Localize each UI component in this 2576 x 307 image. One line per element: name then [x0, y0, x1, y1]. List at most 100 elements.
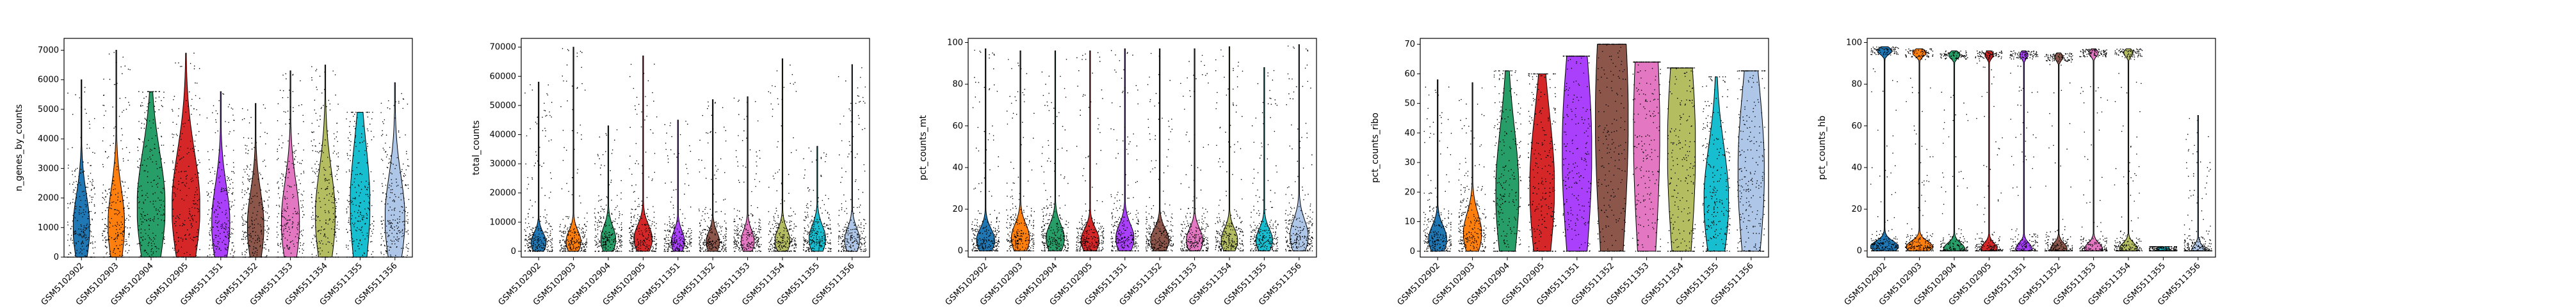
violin-GSM5102902 [67, 79, 96, 258]
violin-body-GSM5102902 [531, 81, 547, 252]
panel-total_counts: 010000200003000040000500006000070000GSM5… [471, 38, 870, 307]
violin-body-GSM5511353 [1633, 61, 1660, 252]
y-tick-label: 7000 [38, 45, 59, 55]
y-tick-label: 1000 [38, 223, 59, 233]
violin-body-GSM5511354 [315, 65, 336, 258]
y-tick-label: 40000 [490, 130, 516, 139]
violin-GSM5511354 [1215, 46, 1244, 252]
violin-body-GSM5511351 [1115, 48, 1135, 251]
violin-GSM5102903 [1006, 51, 1035, 252]
violin-GSM5511351 [663, 120, 692, 252]
violin-body-GSM5102902 [1428, 79, 1447, 252]
y-tick-label: 40 [1404, 129, 1415, 138]
violin-GSM5102902 [971, 48, 1000, 252]
y-tick-label: 5000 [38, 105, 59, 114]
violin-body-GSM5511354 [1220, 46, 1238, 251]
violin-GSM5511352 [2044, 52, 2073, 252]
axes-frame [1420, 38, 1769, 258]
violin-body-GSM5511353 [281, 70, 300, 258]
y-tick-label: 0 [958, 246, 963, 256]
violin-body-GSM5511356 [844, 64, 860, 252]
violin-GSM5511353 [1632, 61, 1661, 252]
points-GSM5511353 [2079, 49, 2109, 252]
violin-GSM5102903 [1905, 48, 1934, 252]
points-GSM5511352 [1145, 52, 1174, 252]
y-tick-label: 50 [1404, 99, 1415, 109]
axes-frame [1867, 38, 2216, 258]
violin-GSM5102904 [1940, 50, 1969, 252]
violin-GSM5511353 [2079, 48, 2109, 252]
violin-body-GSM5102902 [72, 79, 90, 258]
y-tick-label: 0 [1410, 247, 1415, 256]
violin-body-GSM5511352 [2050, 52, 2068, 251]
y-tick-label: 100 [1846, 38, 1862, 48]
points-GSM5511352 [698, 101, 727, 252]
panel-pct_counts_ribo: 010203040506070GSM5102902GSM5102903GSM51… [1370, 38, 1769, 307]
violin-GSM5102902 [1870, 46, 1899, 252]
points-GSM5102905 [629, 63, 658, 252]
violin-body-GSM5511355 [1256, 67, 1273, 251]
violin-GSM5102903 [1458, 82, 1487, 252]
violin-body-GSM5511356 [2191, 115, 2205, 251]
y-tick-label: 6000 [38, 75, 59, 85]
y-tick-label: 20 [1851, 205, 1862, 214]
violin-GSM5511351 [1562, 55, 1592, 252]
y-axis-label: n_genes_by_counts [14, 104, 24, 191]
points-GSM5102903 [1905, 48, 1934, 252]
points-GSM5511355 [802, 147, 832, 252]
y-tick-label: 60000 [490, 72, 516, 81]
violin-body-GSM5511352 [247, 103, 264, 258]
points-GSM5511356 [1284, 45, 1313, 252]
violin-GSM5102905 [1527, 73, 1557, 252]
violin-GSM5102904 [136, 91, 166, 258]
violin-body-GSM5102905 [172, 52, 200, 258]
panel-pct_counts_mt: 020406080100GSM5102902GSM5102903GSM51029… [918, 38, 1317, 307]
y-axis-label: pct_counts_mt [918, 114, 928, 180]
violin-body-GSM5102904 [1943, 51, 1966, 251]
points-GSM5511356 [380, 93, 410, 258]
violin-GSM5102902 [524, 81, 553, 252]
points-GSM5511353 [733, 97, 762, 252]
points-GSM5511353 [276, 73, 305, 258]
points-GSM5511351 [1110, 50, 1139, 252]
points-GSM5511355 [1702, 76, 1731, 252]
points-GSM5102902 [971, 49, 1000, 252]
violin-GSM5511354 [1667, 67, 1696, 252]
violin-GSM5511355 [1249, 67, 1279, 252]
violin-body-GSM5511355 [350, 112, 371, 258]
violin-GSM5102905 [1975, 50, 2004, 252]
points-GSM5511353 [1180, 54, 1210, 252]
y-tick-label: 80 [1851, 80, 1862, 90]
violin-body-GSM5511354 [1667, 67, 1696, 252]
violin-GSM5511356 [838, 64, 867, 252]
violin-body-GSM5511352 [1150, 48, 1169, 251]
points-GSM5102902 [524, 84, 553, 252]
y-tick-label: 30 [1404, 158, 1415, 168]
violin-body-GSM5511356 [1290, 44, 1309, 251]
points-GSM5511355 [2148, 246, 2178, 252]
y-tick-label: 10000 [490, 217, 516, 227]
axes-frame [968, 38, 1317, 258]
violin-body-GSM5511352 [1595, 43, 1629, 252]
y-tick-label: 70000 [490, 43, 516, 52]
points-GSM5511353 [1632, 61, 1661, 252]
violin-GSM5511356 [1284, 44, 1313, 252]
violin-body-GSM5511351 [1562, 56, 1592, 252]
y-tick-label: 60 [1404, 69, 1415, 79]
y-tick-label: 0 [1857, 246, 1862, 256]
violin-body-GSM5511355 [809, 146, 826, 252]
y-axis-label: total_counts [471, 120, 482, 175]
points-GSM5102902 [1423, 86, 1452, 252]
y-tick-label: 40 [1851, 163, 1862, 173]
violin-GSM5511356 [380, 82, 410, 258]
y-tick-label: 2000 [38, 194, 59, 203]
violin-GSM5102905 [629, 55, 658, 252]
points-GSM5102905 [1975, 50, 2004, 252]
y-tick-label: 50000 [490, 101, 516, 111]
violin-GSM5511354 [768, 58, 797, 252]
points-GSM5511354 [1215, 49, 1244, 252]
violin-GSM5511356 [2183, 115, 2213, 252]
violin-GSM5511352 [241, 103, 270, 258]
violin-GSM5511354 [311, 65, 340, 258]
